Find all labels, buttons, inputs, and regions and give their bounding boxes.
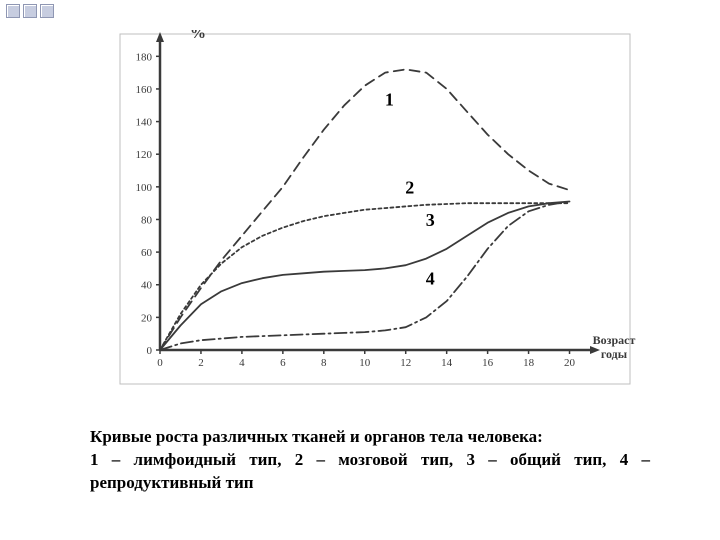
svg-text:1: 1 — [385, 89, 394, 109]
growth-curves-chart: %020406080100120140160180024681012141618… — [90, 30, 650, 390]
svg-text:40: 40 — [141, 280, 153, 292]
chart-svg: %020406080100120140160180024681012141618… — [90, 30, 650, 390]
svg-text:20: 20 — [141, 312, 153, 324]
square-icon — [40, 4, 54, 18]
svg-text:120: 120 — [136, 149, 153, 161]
svg-text:4: 4 — [426, 269, 435, 289]
svg-text:6: 6 — [280, 357, 286, 369]
svg-text:0: 0 — [157, 357, 163, 369]
svg-text:18: 18 — [523, 357, 535, 369]
svg-text:годы: годы — [601, 347, 628, 361]
corner-decoration — [0, 0, 60, 22]
square-icon — [23, 4, 37, 18]
svg-text:%: % — [190, 30, 206, 42]
svg-text:2: 2 — [198, 357, 204, 369]
svg-text:80: 80 — [141, 214, 153, 226]
svg-text:160: 160 — [136, 84, 153, 96]
svg-text:180: 180 — [136, 51, 153, 63]
svg-text:10: 10 — [359, 357, 371, 369]
svg-text:4: 4 — [239, 357, 245, 369]
svg-text:60: 60 — [141, 247, 153, 259]
svg-text:14: 14 — [441, 357, 453, 369]
svg-text:3: 3 — [426, 210, 435, 230]
svg-text:140: 140 — [136, 117, 153, 129]
svg-text:0: 0 — [147, 345, 153, 357]
svg-text:Возраст: Возраст — [593, 333, 636, 347]
svg-text:16: 16 — [482, 357, 494, 369]
square-icon — [6, 4, 20, 18]
caption-line-1: Кривые роста различных тканей и органов … — [90, 427, 543, 446]
svg-text:20: 20 — [564, 357, 576, 369]
svg-text:100: 100 — [136, 182, 153, 194]
chart-caption: Кривые роста различных тканей и органов … — [90, 426, 650, 495]
page-root: %020406080100120140160180024681012141618… — [0, 0, 720, 540]
caption-line-2: 1 – лимфоидный тип, 2 – мозговой тип, 3 … — [90, 450, 654, 492]
svg-text:2: 2 — [405, 177, 414, 197]
svg-text:12: 12 — [400, 357, 411, 369]
svg-text:8: 8 — [321, 357, 327, 369]
